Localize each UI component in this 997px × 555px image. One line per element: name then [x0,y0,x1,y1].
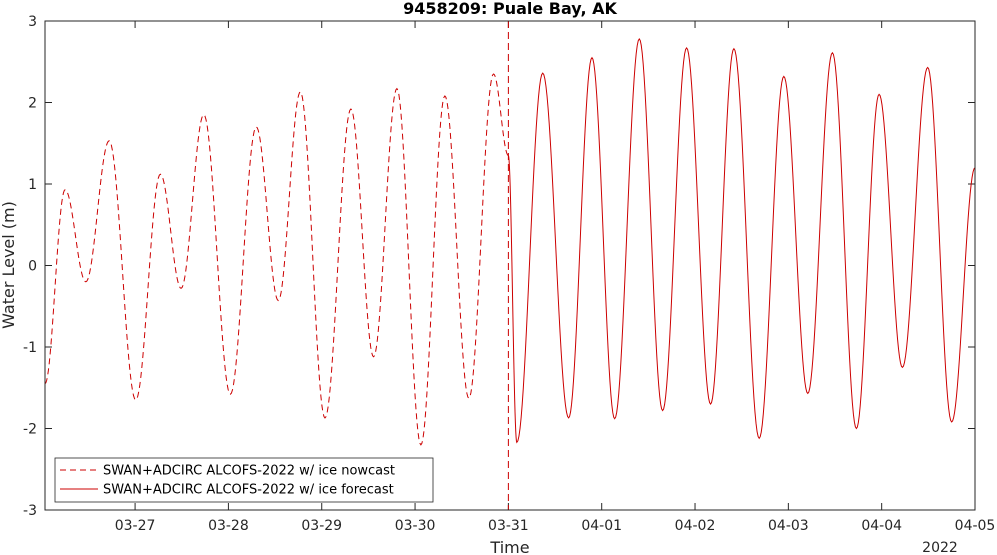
legend-forecast-label: SWAN+ADCIRC ALCOFS-2022 w/ ice forecast [103,483,394,498]
x-tick-label: 04-02 [675,518,716,534]
forecast-series-line [507,37,976,444]
x-tick-label: 04-03 [768,518,809,534]
plot-frame [44,20,976,511]
year-label: 2022 [922,540,958,555]
y-axis-label: Water Level (m) [0,201,18,329]
y-tick-label: 0 [28,259,37,275]
nowcast-series-line [44,73,509,446]
y-axis: -3 -2 -1 0 1 2 3 [23,14,975,519]
x-tick-label: 03-30 [395,518,436,534]
chart-title: 9458209: Puale Bay, AK [403,0,617,18]
x-tick-label: 04-01 [581,518,622,534]
legend: SWAN+ADCIRC ALCOFS-2022 w/ ice nowcast S… [54,457,434,503]
x-tick-label: 03-29 [301,518,342,534]
y-tick-label: 3 [28,14,37,30]
x-axis: 03-27 03-28 03-29 03-30 03-31 04-01 04-02 04-03… [115,21,996,534]
y-tick-label: -3 [23,503,37,519]
y-tick-label: 2 [28,96,37,112]
y-tick-label: -1 [23,340,37,356]
legend-box [54,457,434,503]
y-tick-label: -2 [23,422,37,438]
plot-lines [44,21,976,510]
x-tick-label: 03-27 [115,518,156,534]
x-tick-label: 04-05 [955,518,996,534]
x-tick-label: 04-04 [861,518,902,534]
y-tick-label: 1 [28,177,37,193]
x-tick-label: 03-31 [488,518,529,534]
x-axis-label: Time [489,538,529,555]
x-tick-label: 03-28 [208,518,249,534]
plot-area [45,21,975,510]
legend-nowcast-label: SWAN+ADCIRC ALCOFS-2022 w/ ice nowcast [103,464,395,479]
